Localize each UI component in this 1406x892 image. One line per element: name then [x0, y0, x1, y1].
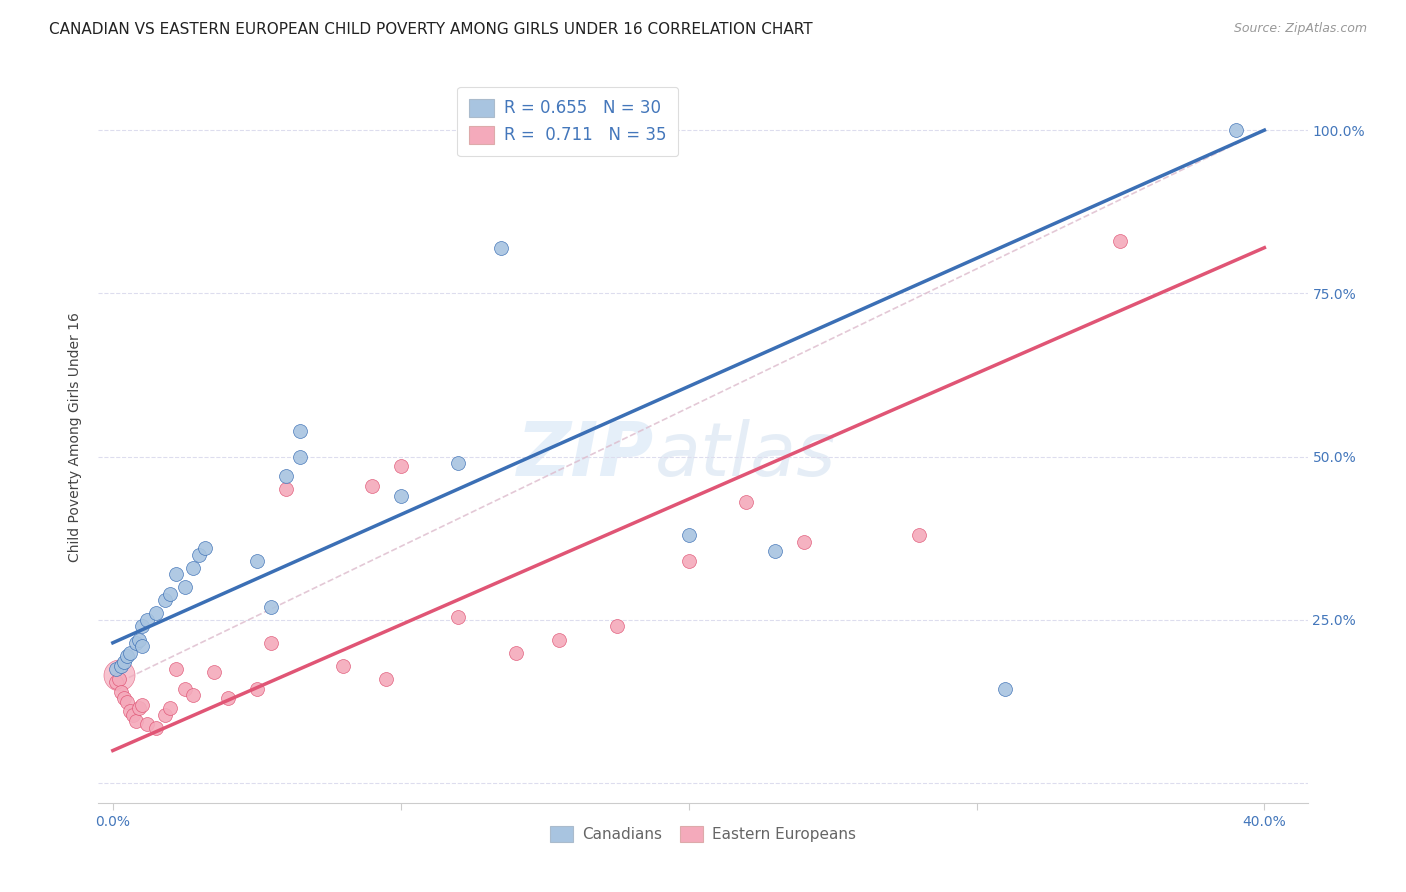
Point	[274, 469, 297, 483]
Point	[165, 567, 187, 582]
Point	[159, 587, 181, 601]
Point	[793, 534, 815, 549]
Point	[107, 672, 129, 686]
Point	[120, 705, 142, 719]
Point	[145, 721, 167, 735]
Point	[115, 648, 138, 663]
Point	[260, 636, 283, 650]
Point	[361, 479, 384, 493]
Text: Source: ZipAtlas.com: Source: ZipAtlas.com	[1233, 22, 1367, 36]
Point	[131, 698, 153, 712]
Point	[1225, 123, 1247, 137]
Point	[505, 646, 527, 660]
Point	[112, 656, 135, 670]
Text: atlas: atlas	[655, 419, 837, 491]
Point	[183, 560, 205, 574]
Point	[110, 685, 132, 699]
Text: ZIP: ZIP	[517, 419, 655, 491]
Point	[994, 681, 1017, 696]
Point	[678, 528, 700, 542]
Point	[131, 639, 153, 653]
Point	[735, 495, 758, 509]
Point	[288, 450, 311, 464]
Point	[447, 609, 470, 624]
Point	[194, 541, 217, 555]
Point	[763, 544, 786, 558]
Point	[153, 707, 176, 722]
Point	[332, 658, 354, 673]
Point	[202, 665, 225, 680]
Point	[107, 668, 129, 682]
Point	[217, 691, 239, 706]
Point	[246, 681, 269, 696]
Point	[125, 714, 148, 728]
Point	[491, 241, 513, 255]
Point	[606, 619, 628, 633]
Point	[104, 662, 127, 676]
Point	[165, 662, 187, 676]
Text: CANADIAN VS EASTERN EUROPEAN CHILD POVERTY AMONG GIRLS UNDER 16 CORRELATION CHAR: CANADIAN VS EASTERN EUROPEAN CHILD POVER…	[49, 22, 813, 37]
Y-axis label: Child Poverty Among Girls Under 16: Child Poverty Among Girls Under 16	[69, 312, 83, 562]
Point	[183, 688, 205, 702]
Point	[125, 636, 148, 650]
Point	[1109, 234, 1132, 248]
Point	[122, 707, 145, 722]
Point	[908, 528, 931, 542]
Point	[548, 632, 571, 647]
Point	[173, 681, 195, 696]
Point	[389, 459, 412, 474]
Point	[112, 691, 135, 706]
Point	[288, 424, 311, 438]
Point	[375, 672, 398, 686]
Point	[260, 599, 283, 614]
Point	[389, 489, 412, 503]
Point	[145, 607, 167, 621]
Point	[120, 646, 142, 660]
Legend: Canadians, Eastern Europeans: Canadians, Eastern Europeans	[543, 819, 863, 850]
Point	[173, 580, 195, 594]
Point	[128, 701, 150, 715]
Point	[115, 695, 138, 709]
Point	[188, 548, 211, 562]
Point	[136, 613, 159, 627]
Point	[110, 658, 132, 673]
Point	[447, 456, 470, 470]
Point	[246, 554, 269, 568]
Point	[274, 483, 297, 497]
Point	[136, 717, 159, 731]
Point	[678, 554, 700, 568]
Point	[153, 593, 176, 607]
Point	[131, 619, 153, 633]
Point	[159, 701, 181, 715]
Point	[104, 675, 127, 690]
Point	[128, 632, 150, 647]
